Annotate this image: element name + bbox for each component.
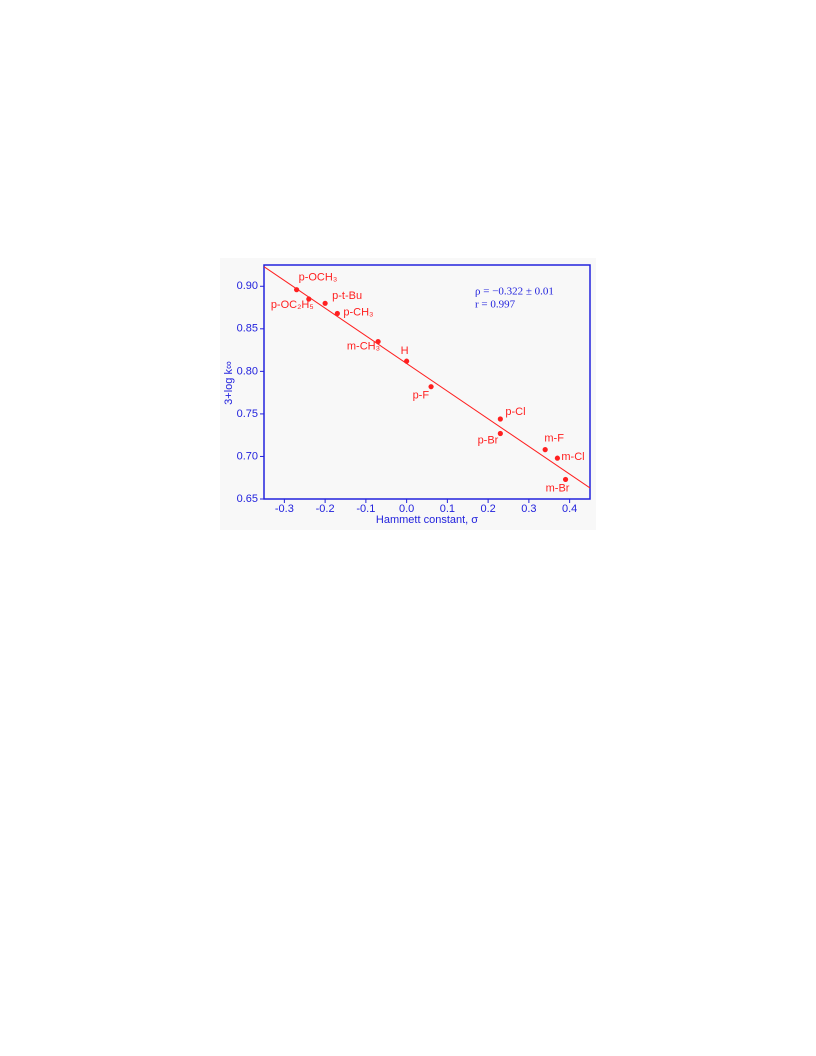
point-label: m-CH₃: [347, 340, 380, 352]
point: [497, 416, 503, 422]
y-tick-label: 0.90: [237, 280, 258, 292]
y-tick-label: 0.85: [237, 323, 258, 335]
x-tick-label: 0.4: [562, 503, 577, 515]
x-tick-label: 0.1: [440, 503, 455, 515]
point-label: p-t-Bu: [332, 290, 362, 302]
y-tick-label: 0.75: [237, 408, 258, 420]
annotation: ρ = −0.322 ± 0.01: [475, 286, 554, 298]
x-axis-label: Hammett constant, σ: [376, 514, 478, 526]
point-label: m-Br: [546, 482, 570, 494]
point-label: m-F: [544, 433, 564, 445]
point-label: p-CH₃: [343, 306, 373, 318]
point: [334, 310, 340, 317]
point: [562, 476, 569, 483]
figure-background: [220, 258, 596, 530]
point: [306, 296, 312, 302]
x-tick-label: -0.1: [356, 503, 375, 515]
x-tick-label: -0.3: [275, 503, 294, 515]
point-label: p-F: [413, 390, 430, 402]
x-tick-label: -0.2: [316, 503, 335, 515]
point-label: H: [401, 345, 409, 357]
point: [375, 338, 381, 345]
point-label: p-Br: [478, 434, 499, 446]
point: [497, 430, 503, 437]
x-tick-label: 0.3: [521, 503, 536, 515]
y-axis-label: 3+log k∞: [223, 361, 235, 405]
point-label: m-Cl: [561, 451, 584, 463]
point-label: p-OC₂H₅: [271, 299, 314, 311]
point-label: p-Cl: [505, 406, 525, 418]
point-label: p-OCH₃: [299, 272, 338, 284]
point: [428, 384, 434, 390]
y-tick-label: 0.80: [237, 365, 258, 377]
point: [294, 287, 300, 293]
y-tick-label: 0.65: [237, 493, 258, 505]
x-tick-label: 0.2: [480, 503, 495, 515]
x-tick-label: 0.0: [399, 503, 414, 515]
fit-line: [263, 266, 591, 489]
point: [542, 447, 548, 453]
point: [404, 358, 410, 364]
plot-frame: [263, 264, 591, 500]
point: [322, 300, 328, 306]
annotation: r = 0.997: [475, 299, 516, 311]
y-tick-label: 0.70: [237, 450, 258, 462]
point: [554, 455, 561, 461]
